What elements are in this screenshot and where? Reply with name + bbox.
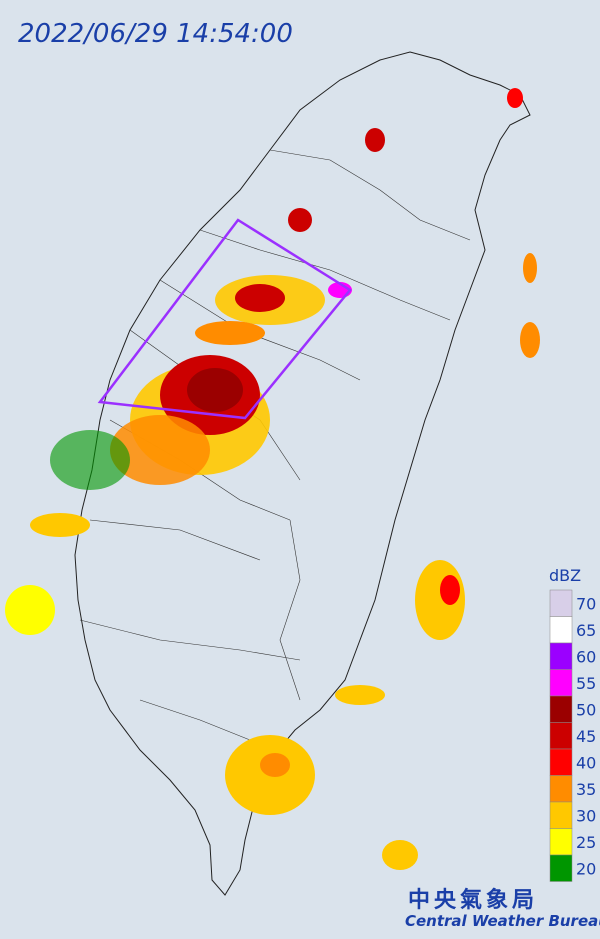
agency-name-zh: 中央氣象局: [408, 887, 538, 913]
timestamp: 2022/06/29 14:54:00: [18, 19, 293, 49]
legend-label: 30: [576, 806, 596, 825]
legend-label: 70: [576, 594, 596, 613]
radar-echoes: [5, 88, 540, 870]
legend-label: 55: [576, 674, 596, 693]
legend-label: 65: [576, 621, 596, 640]
legend-swatch: [549, 748, 573, 776]
legend-swatch: [549, 695, 573, 723]
legend-label: 40: [576, 753, 596, 772]
legend-swatch: [549, 722, 573, 750]
legend-label: 60: [576, 647, 596, 666]
legend-swatch: [549, 775, 573, 803]
legend-label: 50: [576, 700, 596, 719]
legend-swatch: [549, 642, 573, 670]
legend-swatch: [549, 669, 573, 697]
legend-label: 20: [576, 859, 596, 878]
legend-swatch: [549, 828, 573, 856]
taiwan-outline: [74, 51, 531, 896]
legend-unit: dBZ: [549, 566, 581, 585]
warning-area: [97, 218, 352, 420]
legend-swatch: [549, 616, 573, 644]
legend-swatch: [549, 854, 573, 882]
legend: 70 65 60 55 50 45 40 35 30 25 20: [549, 589, 596, 882]
legend-swatch: [549, 589, 573, 617]
legend-label: 45: [576, 727, 596, 746]
legend-swatch: [549, 801, 573, 829]
legend-label: 25: [576, 833, 596, 852]
agency-name-en: Central Weather Bureau: [405, 912, 600, 930]
legend-label: 35: [576, 780, 596, 799]
